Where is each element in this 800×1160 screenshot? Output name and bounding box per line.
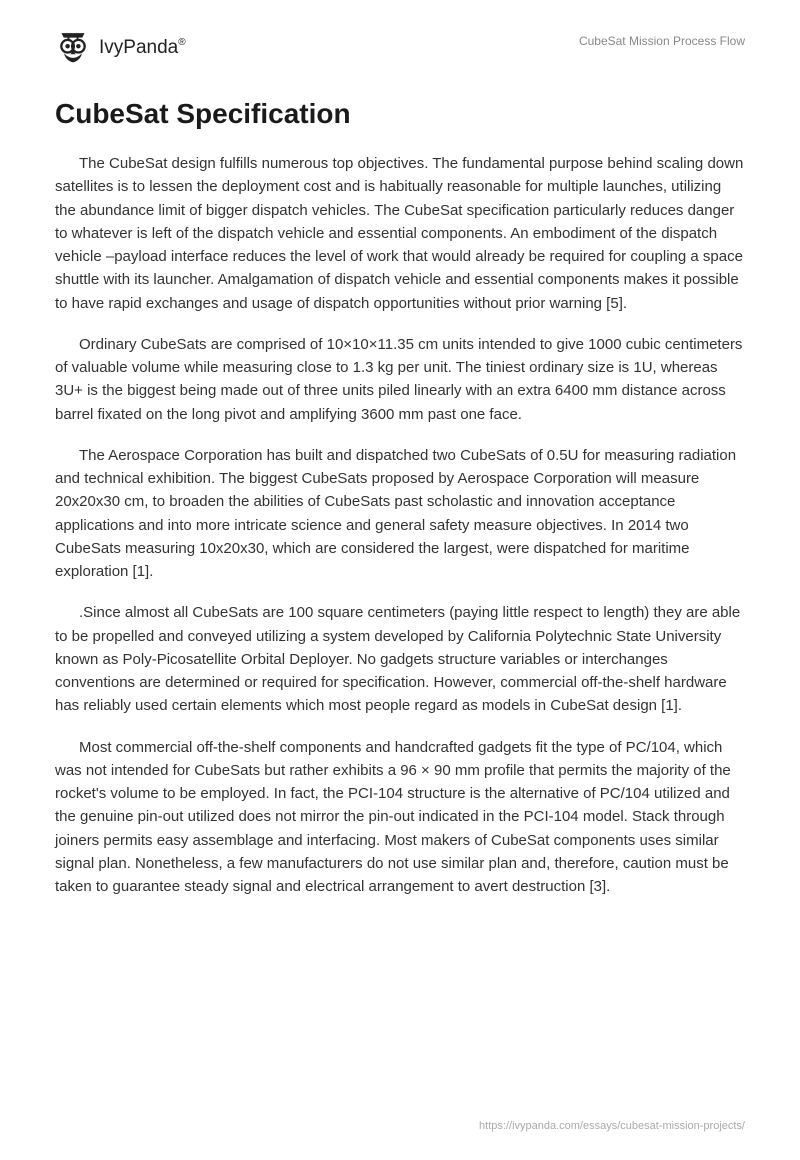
- section-heading: CubeSat Specification: [55, 98, 745, 130]
- footer-source-url: https://ivypanda.com/essays/cubesat-miss…: [479, 1120, 745, 1132]
- paragraph-4: .Since almost all CubeSats are 100 squar…: [55, 601, 745, 717]
- owl-logo-icon: [55, 30, 91, 66]
- paragraph-3: The Aerospace Corporation has built and …: [55, 444, 745, 584]
- registered-mark: ®: [178, 37, 185, 48]
- paragraph-1: The CubeSat design fulfills numerous top…: [55, 152, 745, 315]
- paragraph-2: Ordinary CubeSats are comprised of 10×10…: [55, 333, 745, 426]
- document-title: CubeSat Mission Process Flow: [579, 34, 745, 48]
- logo-name: IvyPanda: [99, 37, 178, 58]
- logo-container: IvyPanda®: [55, 30, 186, 66]
- page-header: IvyPanda® CubeSat Mission Process Flow: [55, 30, 745, 66]
- logo-text: IvyPanda®: [99, 37, 186, 59]
- paragraph-5: Most commercial off-the-shelf components…: [55, 736, 745, 899]
